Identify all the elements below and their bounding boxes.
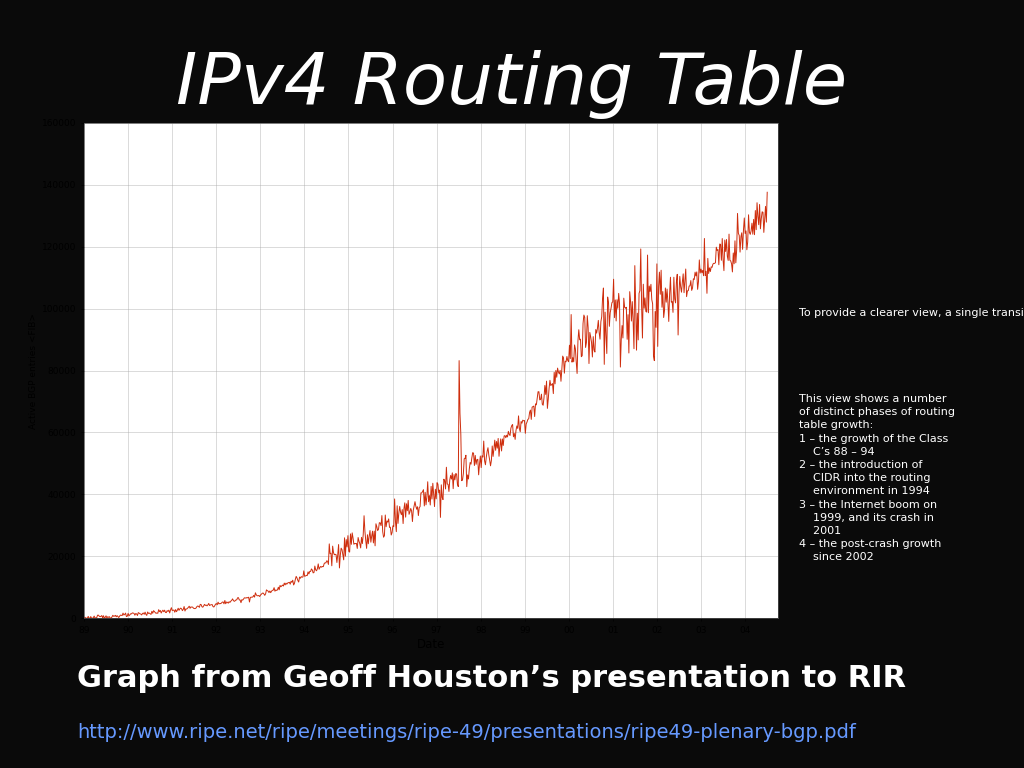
Text: http://www.ripe.net/ripe/meetings/ripe-49/presentations/ripe49-plenary-bgp.pdf: http://www.ripe.net/ripe/meetings/ripe-4… [77, 723, 856, 743]
Y-axis label: Active BGP entries <FIB>: Active BGP entries <FIB> [29, 313, 38, 429]
Text: Graph from Geoff Houston’s presentation to RIR: Graph from Geoff Houston’s presentation … [77, 664, 906, 694]
Text: This view shows a number
of distinct phases of routing
table growth:
1 – the gro: This view shows a number of distinct pha… [799, 394, 954, 562]
X-axis label: Date: Date [417, 637, 445, 650]
Text: To provide a clearer view, a single transit view has been generated.: To provide a clearer view, a single tran… [799, 308, 1024, 318]
Text: IPv4 Routing Table: IPv4 Routing Table [176, 50, 848, 119]
